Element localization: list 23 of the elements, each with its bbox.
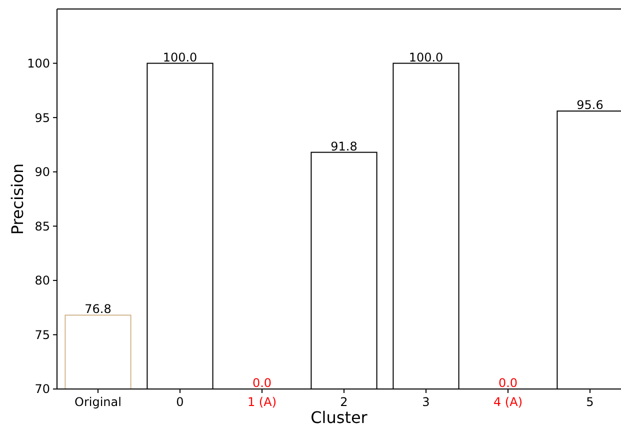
x-tick-label: 1 (A) [247,395,277,409]
data-label: 91.8 [330,139,358,154]
y-tick-label: 95 [34,110,50,125]
data-label: 95.6 [576,98,604,112]
y-tick-label: 85 [34,219,50,234]
y-tick-label: 75 [34,328,50,342]
y-tick-label: 90 [34,165,50,180]
text: 0.0 [498,376,518,390]
data-label: 76.8 [84,302,112,316]
x-tick-label: 3 [422,395,430,409]
x-tick-label: 2 [340,395,348,409]
text: 0.0 [252,376,272,390]
x-axis-title: Cluster [310,408,368,427]
x-tick-label: 4 (A) [493,395,523,409]
data-label: 100.0 [408,50,444,64]
y-tick-label: 80 [34,274,50,288]
x-tick-label: Original [74,395,122,409]
y-axis-title: Precision [8,163,27,235]
y-tick-label: 100 [27,56,50,70]
x-tick-label: 5 [586,395,594,409]
x-tick-label: 0 [176,395,184,409]
data-label: 100.0 [162,50,198,64]
y-tick-label: 70 [34,382,50,396]
